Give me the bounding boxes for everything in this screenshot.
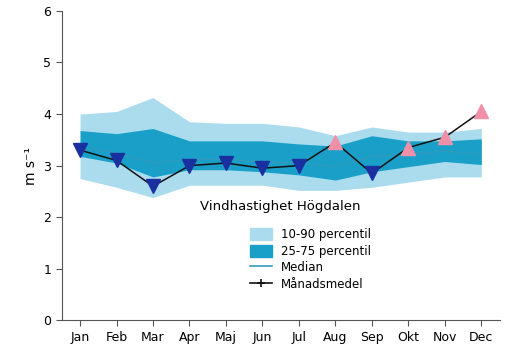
Y-axis label: m s⁻¹: m s⁻¹ [24, 147, 38, 185]
Text: Vindhastighet Högdalen: Vindhastighet Högdalen [200, 200, 361, 213]
Legend: 10-90 percentil, 25-75 percentil, Median, Månadsmedel: 10-90 percentil, 25-75 percentil, Median… [246, 223, 376, 296]
